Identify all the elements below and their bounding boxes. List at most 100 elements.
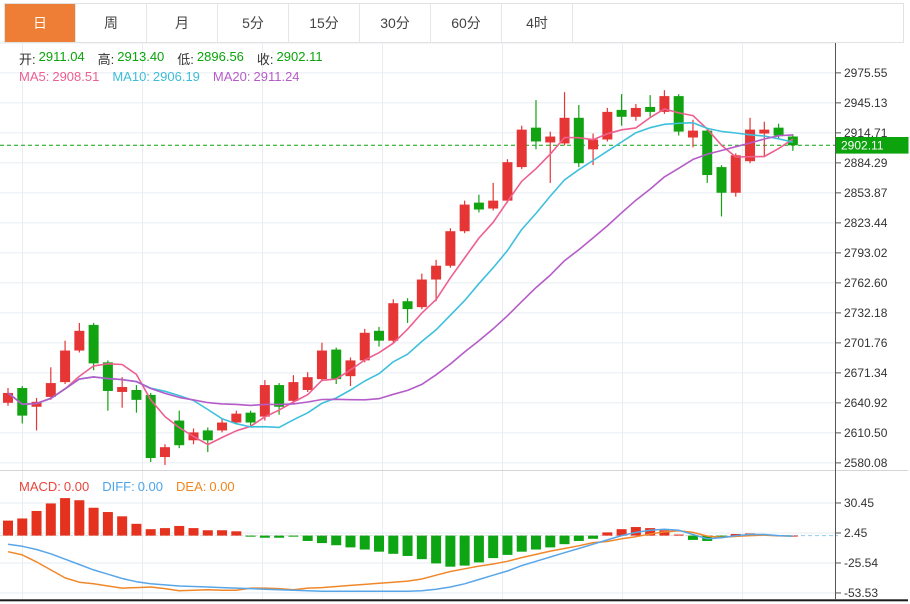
candle-body[interactable] (259, 385, 270, 417)
candle-body[interactable] (60, 350, 71, 383)
candle-body[interactable] (773, 127, 784, 136)
macd-bar (316, 535, 327, 544)
macd-bar (174, 525, 185, 536)
macd-bar (17, 518, 28, 536)
price-axis-label: 2610.50 (844, 426, 888, 440)
candle-body[interactable] (573, 117, 584, 164)
price-axis-label: 2823.44 (844, 216, 888, 230)
macd-bar (102, 512, 113, 536)
candle-body[interactable] (659, 96, 670, 112)
timeframe-tabbar: 日周月 5分 15分 30分 60分 4时 (4, 3, 904, 43)
macd-bar (74, 500, 85, 536)
candle-body[interactable] (102, 362, 113, 391)
macd-bar (145, 529, 156, 536)
close-pair: 收: 2902.11 (257, 49, 323, 68)
candle-body[interactable] (145, 394, 156, 459)
candle-body[interactable] (759, 129, 770, 134)
candle-body[interactable] (787, 136, 798, 146)
candle-body[interactable] (359, 332, 370, 361)
tab-5min[interactable]: 5分 (218, 4, 289, 42)
candle-body[interactable] (645, 106, 656, 112)
candle-body[interactable] (502, 162, 513, 201)
candle-body[interactable] (45, 383, 56, 397)
candle-body[interactable] (217, 422, 228, 431)
tab-4hour[interactable]: 4时 (502, 4, 573, 42)
macd-bar (302, 535, 313, 541)
price-axis-label: 2914.71 (844, 126, 888, 140)
macd-bar (602, 532, 613, 536)
candle-body[interactable] (616, 109, 627, 117)
candle-body[interactable] (302, 377, 313, 390)
candle-body[interactable] (687, 130, 698, 138)
candle-body[interactable] (159, 447, 170, 458)
candle-body[interactable] (445, 231, 456, 266)
candle-body[interactable] (245, 412, 256, 423)
candle-body[interactable] (473, 202, 484, 210)
candle-body[interactable] (716, 167, 727, 193)
macd-axis-label: -53.53 (844, 586, 878, 600)
candle-body[interactable] (331, 349, 342, 380)
tab-60min[interactable]: 60分 (431, 4, 502, 42)
candle-body[interactable] (402, 301, 413, 310)
candle-body[interactable] (117, 387, 128, 392)
candle-body[interactable] (316, 350, 327, 380)
tab-30min[interactable]: 30分 (360, 4, 431, 42)
macd-axis-label: -25.54 (844, 556, 878, 570)
candle-body[interactable] (673, 96, 684, 132)
macd-bar (488, 535, 499, 559)
ma10-value: 2906.19 (152, 69, 200, 84)
macd-bar (473, 535, 484, 563)
candle-body[interactable] (202, 430, 213, 441)
candle-body[interactable] (388, 303, 399, 341)
candle-body[interactable] (3, 392, 13, 403)
candle-body[interactable] (131, 389, 142, 400)
candle-body[interactable] (559, 117, 570, 144)
macd-bar (3, 520, 13, 536)
macd-bar (31, 510, 42, 536)
high-label: 高: (97, 52, 115, 67)
tab-15min[interactable]: 15分 (289, 4, 360, 42)
candle-body[interactable] (431, 265, 442, 280)
macd-bar (131, 523, 142, 536)
candle-body[interactable] (74, 330, 85, 351)
macd-bar (459, 535, 470, 566)
candle-body[interactable] (345, 360, 356, 377)
candle-body[interactable] (488, 200, 499, 209)
macd-label: MACD: (19, 479, 61, 494)
macd-bar (687, 535, 698, 540)
candle-body[interactable] (588, 139, 599, 150)
candle-body[interactable] (702, 130, 713, 175)
candle-body[interactable] (602, 111, 613, 140)
price-axis-label: 2884.29 (844, 156, 888, 170)
macd-bar (374, 535, 385, 552)
macd-bar (359, 535, 370, 550)
candle-body[interactable] (545, 136, 556, 143)
candle-body[interactable] (630, 107, 641, 117)
close-label: 收: (256, 52, 274, 67)
candle-body[interactable] (530, 127, 541, 142)
tab-week[interactable]: 周 (76, 4, 147, 42)
low-value: 2896.56 (196, 49, 244, 64)
ohlc-legend: 开: 2911.04 高: 2913.40 低: 2896.56 收: 2902… (19, 49, 323, 68)
macd-bar (231, 531, 242, 536)
candle-body[interactable] (745, 129, 756, 162)
tab-month[interactable]: 月 (147, 4, 218, 42)
main-chart-plot[interactable] (0, 43, 835, 471)
open-label: 开: (19, 52, 36, 67)
candle-body[interactable] (374, 330, 385, 341)
candle-body[interactable] (730, 155, 741, 193)
candle-body[interactable] (88, 324, 99, 364)
price-axis-label: 2732.18 (844, 306, 888, 320)
candle-body[interactable] (231, 413, 242, 423)
candle-body[interactable] (274, 385, 285, 407)
candle-body[interactable] (459, 204, 470, 232)
tab-day[interactable]: 日 (5, 4, 76, 42)
candle-body[interactable] (17, 388, 28, 416)
candle-body[interactable] (416, 279, 427, 308)
macd-bar (117, 516, 128, 536)
ma10-label: MA10: (112, 69, 150, 84)
candle-body[interactable] (516, 129, 527, 168)
candle-body[interactable] (288, 382, 299, 401)
candle-body[interactable] (174, 420, 185, 446)
macd-bar (416, 535, 427, 560)
